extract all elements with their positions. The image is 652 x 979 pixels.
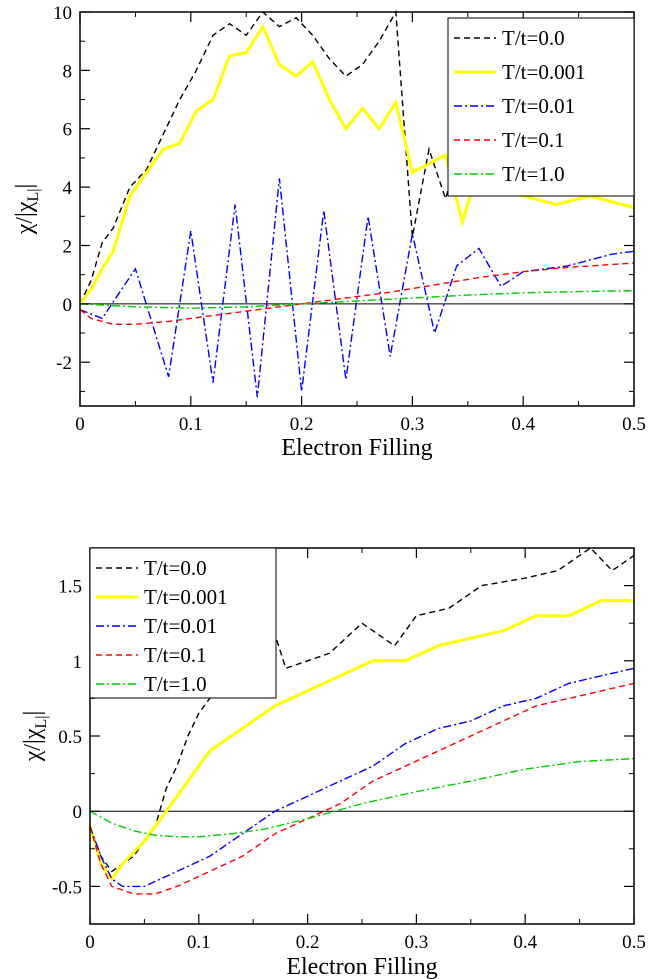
y-tick-label: 0 [63,295,73,316]
legend-label: T/t=1.0 [502,162,565,186]
legend-label: T/t=0.0 [144,556,207,580]
x-tick-label: 0.2 [290,414,314,435]
x-tick-label: 0.5 [622,414,646,435]
legend-box [447,17,635,197]
y-tick-label: 8 [63,61,73,82]
legend: T/t=0.0 T/t=0.001 T/t=0.01 T/t=0.1 T/t=1.0 [447,17,635,197]
y-tick-label: 4 [63,178,73,199]
legend-label: T/t=0.001 [144,585,228,609]
y-axis-title: χ/|χL|| [12,184,42,236]
legend-label: T/t=1.0 [144,672,207,696]
series-line-t-t-0-01 [89,667,635,888]
y-tick-label: -2 [56,353,72,374]
series-line-t-t-0-01 [79,178,635,398]
series-line-t-t-0-1 [89,682,635,895]
series-line-t-t-0-001 [88,599,634,882]
legend-label: T/t=0.001 [502,60,586,84]
x-tick-label: 0.4 [511,414,535,435]
y-tick-label: 0 [73,802,83,823]
top-chart-panel: 0 0.1 0.2 0.3 0.4 0.5 -2 0 2 4 6 8 10 Electron Fillin… [12,3,646,461]
y-tick-label: 1.5 [58,577,82,598]
y-tick-label: 1 [73,652,83,673]
y-tick-label: -0.5 [52,877,82,898]
series-line-t-t-0-0 [79,9,635,305]
legend-label: T/t=0.0 [502,26,565,50]
y-tick-label: 0.5 [58,727,82,748]
x-tick-label: 0.2 [296,932,320,953]
x-axis-title: Electron Filling [281,435,432,461]
x-tick-label: 0.1 [187,932,211,953]
x-tick-label: 0 [85,932,95,953]
legend-label: T/t=0.1 [502,128,565,152]
x-tick-label: 0.3 [405,932,429,953]
y-tick-label: 2 [63,236,73,257]
x-tick-label: 0.4 [513,932,537,953]
series-line-t-t-1-0 [89,757,635,838]
bottom-chart-panel: 0 0.1 0.2 0.3 0.4 0.5 -0.5 0 0.5 1 1.5 Electron Fil… [20,547,646,979]
legend: T/t=0.0 T/t=0.001 T/t=0.01 T/t=0.1 T/t=1.0 [89,547,277,699]
legend-label: T/t=0.01 [502,94,575,118]
x-tick-label: 0.5 [622,932,646,953]
legend-box [89,547,277,699]
legend-label: T/t=0.01 [144,614,217,638]
series-line-t-t-1-0 [79,290,635,309]
y-tick-label: 6 [63,120,73,141]
y-axis-title: χ/|χL|| [20,711,50,763]
series-line-t-t-0-1 [79,262,635,325]
legend-label: T/t=0.1 [144,643,207,667]
x-tick-label: 0.1 [179,414,203,435]
x-axis-title: Electron Filling [286,954,437,979]
x-tick-label: 0.3 [401,414,425,435]
y-tick-label: 10 [53,3,72,24]
x-tick-label: 0 [75,414,85,435]
